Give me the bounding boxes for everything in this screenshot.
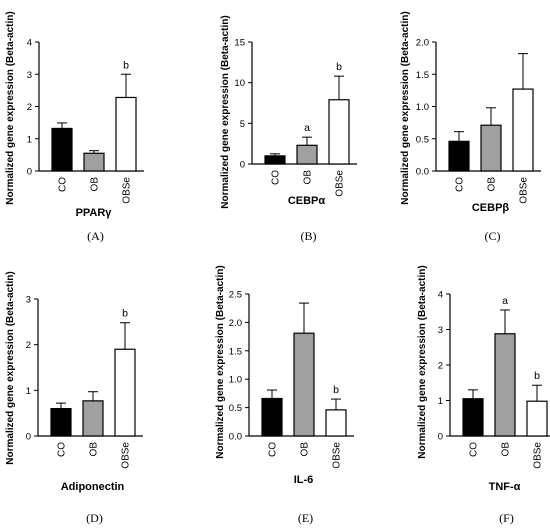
bar-ob <box>82 400 104 437</box>
y-tick-label: 3 <box>438 325 443 336</box>
y-tick-label: 1.0 <box>416 102 429 113</box>
bar-obse <box>328 99 350 165</box>
chart-panel-2: 0 5 10 15 CO a OB b OBSe Normalized gene expressi… <box>220 15 357 243</box>
y-tick-label: 4 <box>27 38 32 49</box>
y-tick-label: 0.5 <box>416 134 429 145</box>
y-tick-label: 1 <box>26 386 31 397</box>
bar-obse <box>325 409 347 437</box>
gene-title: CEBPβ <box>472 202 510 214</box>
y-tick-label: 15 <box>234 38 245 49</box>
y-tick-label: 0.5 <box>229 403 242 414</box>
gene-title: TNF-α <box>489 481 521 493</box>
significance-label: b <box>333 384 339 396</box>
gene-title: CEBPα <box>288 195 326 207</box>
category-label: OBSe <box>335 170 346 197</box>
significance-label: b <box>534 370 540 382</box>
y-tick-label: 2 <box>438 361 443 372</box>
y-tick-label: 1.0 <box>229 375 242 386</box>
category-label: OBSe <box>122 177 133 204</box>
y-axis-title: Normalized gene expression (Beta-actin) <box>5 11 16 204</box>
y-axis-title: Normalized gene expression (Beta-actin) <box>220 15 231 208</box>
y-tick-label: 1 <box>438 396 443 407</box>
y-axis-title: Normalized gene expression (Beta-actin) <box>5 271 16 464</box>
category-label: OB <box>90 177 101 192</box>
y-tick-label: 0.0 <box>416 167 429 178</box>
panel-label: (F) <box>499 511 514 525</box>
y-tick-label: 5 <box>240 119 245 130</box>
gene-title: IL-6 <box>294 474 314 486</box>
category-label: OBSe <box>533 442 544 469</box>
bar-ob <box>494 333 516 437</box>
y-tick-label: 0 <box>240 160 245 171</box>
bar-co <box>462 398 484 437</box>
chart-panel-5: 0.0 0.5 1.0 1.5 2.0 2.5 CO OB b OBSe Normalized ge… <box>215 265 354 525</box>
bar-co <box>51 127 73 172</box>
category-label: CO <box>455 177 466 192</box>
significance-label: a <box>304 122 310 134</box>
bar-co <box>264 155 286 165</box>
y-tick-label: 3 <box>26 295 31 306</box>
y-tick-label: 1 <box>27 134 32 145</box>
bar-co <box>261 397 283 437</box>
category-label: OB <box>303 170 314 185</box>
panel-label: (B) <box>301 229 317 243</box>
category-label: CO <box>268 442 279 457</box>
category-label: CO <box>469 442 480 457</box>
chart-panel-3: 0.0 0.5 1.0 1.5 2.0 CO OB OBSe Normalized gene e… <box>400 11 541 243</box>
y-axis-title: Normalized gene expression (Beta-actin) <box>215 265 226 458</box>
panel-label: (C) <box>485 229 501 243</box>
y-tick-label: 0 <box>27 167 32 178</box>
category-label: OBSe <box>519 177 530 204</box>
y-tick-label: 2.5 <box>229 290 242 301</box>
y-tick-label: 2 <box>26 340 31 351</box>
panel-label: (D) <box>86 511 103 525</box>
y-tick-label: 0 <box>438 432 443 443</box>
category-label: OBSe <box>332 442 343 469</box>
category-label: CO <box>58 177 69 192</box>
bar-co <box>50 408 72 437</box>
y-tick-label: 4 <box>438 290 443 301</box>
y-tick-label: 0 <box>26 432 31 443</box>
bar-ob <box>296 144 318 165</box>
y-axis-title: Normalized gene expression (Beta-actin) <box>417 265 428 458</box>
significance-label: b <box>123 59 129 71</box>
y-axis-title: Normalized gene expression (Beta-actin) <box>400 11 411 204</box>
y-tick-label: 3 <box>27 70 32 81</box>
bar-ob <box>480 124 502 172</box>
panel-label: (A) <box>87 229 104 243</box>
y-tick-label: 10 <box>234 78 245 89</box>
category-label: OB <box>501 442 512 457</box>
y-tick-label: 2 <box>27 102 32 113</box>
chart-panel-1: 0 1 2 3 4 CO OB b OBSe Normalized gene expression… <box>5 11 144 243</box>
category-label: OB <box>300 442 311 457</box>
significance-label: a <box>502 295 508 307</box>
gene-title: Adiponectin <box>61 481 125 493</box>
chart-panel-4: 0 1 2 3 CO OB b OBSe Normalized gene expression … <box>5 271 143 525</box>
bar-obse <box>115 96 137 172</box>
gene-title: PPARγ <box>76 207 113 219</box>
bar-ob <box>83 152 105 172</box>
bar-ob <box>293 332 315 437</box>
panel-label: (E) <box>298 511 313 525</box>
y-tick-label: 2.0 <box>229 318 242 329</box>
bar-obse <box>114 348 136 437</box>
category-label: OB <box>89 442 100 457</box>
y-tick-label: 2.0 <box>416 38 429 49</box>
y-tick-label: 0.0 <box>229 432 242 443</box>
category-label: OBSe <box>121 442 132 469</box>
category-label: CO <box>271 170 282 185</box>
chart-panel-6: 0 1 2 3 4 CO a OB b OBSe Normalized gene expressio… <box>417 265 550 525</box>
y-tick-label: 1.5 <box>229 346 242 357</box>
significance-label: b <box>336 61 342 73</box>
category-label: OB <box>487 177 498 192</box>
category-label: CO <box>57 442 68 457</box>
y-tick-label: 1.5 <box>416 70 429 81</box>
bar-obse <box>526 400 548 437</box>
significance-label: b <box>122 308 128 320</box>
bar-obse <box>512 88 534 172</box>
bar-co <box>448 140 470 172</box>
